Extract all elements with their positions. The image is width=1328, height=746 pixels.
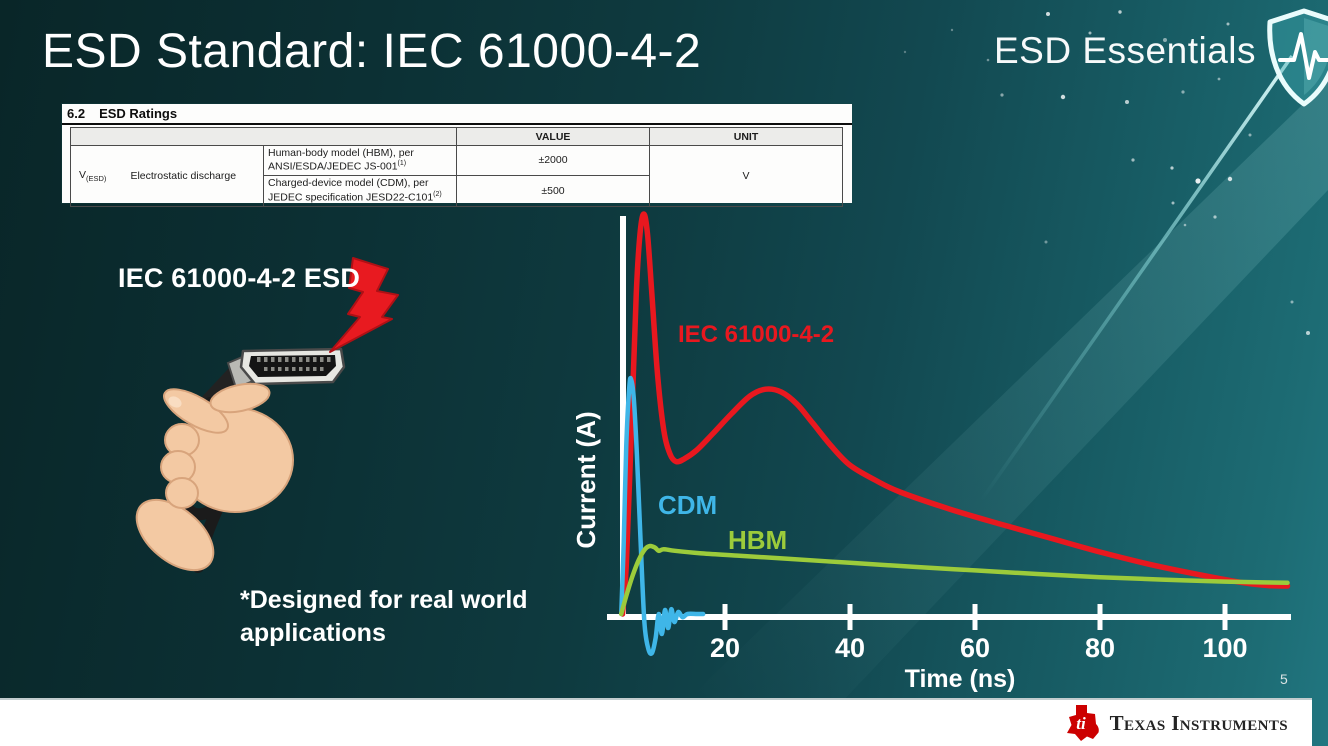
ti-logo-icon: ti xyxy=(1066,705,1099,741)
series-brand: ESD Essentials xyxy=(994,30,1256,71)
hbm-row: V(ESD) Electrostatic discharge Human-bod… xyxy=(70,145,843,207)
hand xyxy=(135,382,294,572)
y-axis xyxy=(620,216,626,620)
curve-cdm xyxy=(619,375,706,657)
ratings-card: 6.2 ESD Ratings VALUE UNIT V(ESD) Electro… xyxy=(62,104,852,207)
tick-label-20: 20 xyxy=(710,633,740,663)
footnote: *Designed for real world applications xyxy=(240,586,528,647)
tick-label-100: 100 xyxy=(1202,633,1247,663)
page-title: ESD Standard: IEC 61000-4-2 xyxy=(42,25,702,78)
x-ticks xyxy=(722,604,1228,630)
svg-text:ti: ti xyxy=(1076,714,1086,733)
ratings-section-number: 6.2 xyxy=(67,106,86,121)
hdmi-connector xyxy=(226,347,346,390)
curve-iec xyxy=(619,211,1291,617)
hbm-description: Human-body model (HBM), per ANSI/ESDA/JE… xyxy=(263,145,457,176)
ratings-section-title: ESD Ratings xyxy=(99,106,178,121)
page-number: 5 xyxy=(1280,671,1288,687)
cdm-value: ±500 xyxy=(456,174,650,207)
sparkles xyxy=(903,10,1310,335)
value-header-cell: VALUE xyxy=(456,127,650,146)
footer-bar: ti Texas Instruments xyxy=(0,698,1312,746)
lightning-bolt-icon xyxy=(329,257,399,353)
soft-light-beam xyxy=(640,80,1328,746)
illustration-label: IEC 61000-4-2 ESD xyxy=(118,263,361,293)
parameter-cell: V(ESD) Electrostatic discharge xyxy=(70,145,264,207)
ratings-header-row: VALUE UNIT xyxy=(70,127,843,146)
parameter-label: Electrostatic discharge xyxy=(130,169,237,182)
light-beam xyxy=(976,54,1294,507)
tick-label-40: 40 xyxy=(835,633,865,663)
cdm-row: Charged-device model (CDM), per JEDEC sp… xyxy=(71,174,843,207)
esd-illustration xyxy=(135,257,399,573)
unit-header-cell: UNIT xyxy=(649,127,843,146)
hbm-value: ±2000 xyxy=(456,145,650,176)
time-axis-label: Time (ns) xyxy=(905,665,1016,693)
waveform-curves xyxy=(619,211,1291,657)
esd-waveform-chart: 20 40 60 80 100 Time (ns) Current (A) IE… xyxy=(571,211,1291,693)
ratings-section-heading: 6.2 ESD Ratings xyxy=(62,105,852,125)
unit-value: V xyxy=(649,145,843,207)
empty-header-cell xyxy=(70,127,457,146)
vesd-symbol: V(ESD) xyxy=(79,168,107,183)
tick-label-60: 60 xyxy=(960,633,990,663)
current-axis-label: Current (A) xyxy=(571,411,601,548)
series-label-2: HBM xyxy=(728,525,787,555)
curve-hbm xyxy=(619,543,1290,617)
tick-label-80: 80 xyxy=(1085,633,1115,663)
x-axis xyxy=(607,614,1291,620)
series-label-0: IEC 61000-4-2 xyxy=(678,321,834,348)
shield-pulse-icon xyxy=(1267,8,1328,107)
series-label-1: CDM xyxy=(658,490,717,520)
cdm-description: Charged-device model (CDM), per JEDEC sp… xyxy=(263,174,457,207)
ratings-table: VALUE UNIT V(ESD) Electrostatic discharg… xyxy=(70,127,843,207)
ti-brand: Texas Instruments xyxy=(1109,710,1288,735)
